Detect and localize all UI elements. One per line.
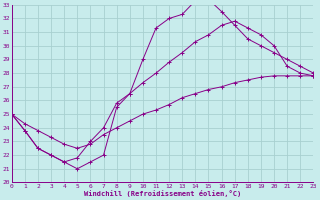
X-axis label: Windchill (Refroidissement éolien,°C): Windchill (Refroidissement éolien,°C)	[84, 190, 241, 197]
